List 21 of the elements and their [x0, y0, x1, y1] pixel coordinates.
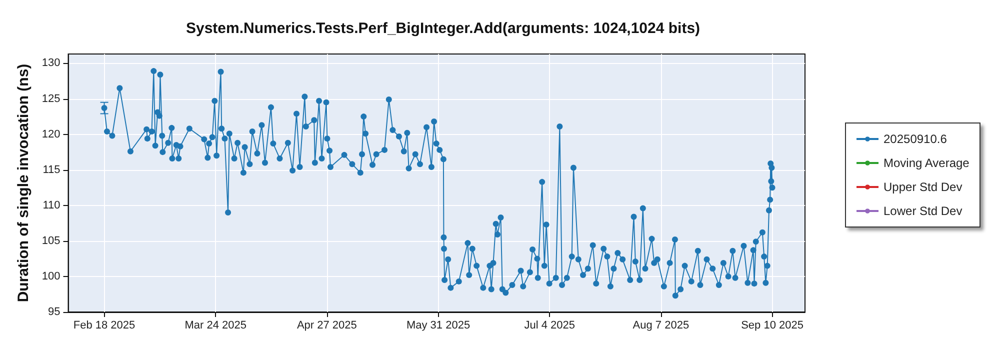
y-tick-label: 105 — [42, 234, 60, 247]
y-tick-label: 125 — [42, 92, 60, 105]
y-tick-label: 115 — [42, 164, 60, 176]
y-tick-label: 130 — [42, 57, 60, 70]
y-axis-title: Duration of single invocation (ns) — [15, 64, 32, 302]
x-tick-label: Sep 10 2025 — [741, 320, 804, 332]
y-tick-label: 95 — [48, 306, 60, 318]
legend-label: Moving Average — [884, 156, 970, 170]
x-tick-label: Apr 27 2025 — [296, 320, 357, 332]
x-tick-label: Jul 4 2025 — [524, 320, 575, 332]
x-tick-label: May 31 2025 — [406, 320, 470, 332]
y-tick-label: 110 — [42, 199, 60, 212]
x-tick-label: Aug 7 2025 — [632, 320, 690, 332]
y-tick-label: 100 — [42, 270, 60, 282]
x-tick-label: Mar 24 2025 — [184, 320, 246, 332]
legend-label: 20250910.6 — [884, 132, 948, 146]
y-tick-label: 120 — [42, 128, 60, 140]
legend-label: Lower Std Dev — [884, 204, 962, 218]
legend-label: Upper Std Dev — [884, 180, 962, 194]
x-tick-label: Feb 18 2025 — [73, 320, 136, 332]
chart-title: System.Numerics.Tests.Perf_BigInteger.Add(arguments: 1024,1024 bits) — [186, 20, 700, 37]
